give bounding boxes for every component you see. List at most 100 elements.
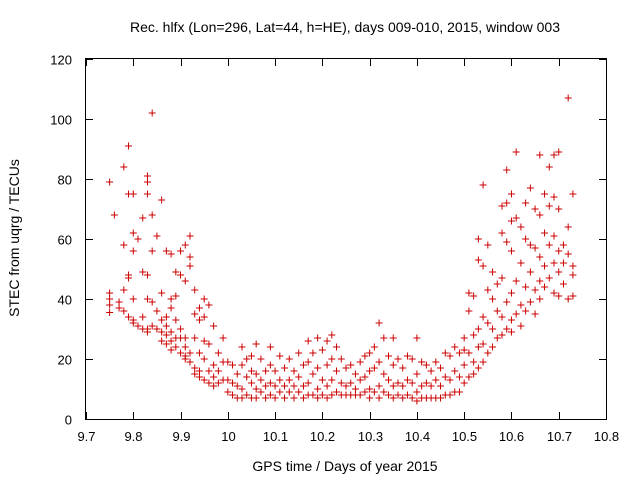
data-point [479,262,487,270]
data-point [394,379,402,387]
data-point [498,331,506,339]
data-point [526,184,534,192]
data-point [143,190,151,198]
data-point [536,211,544,219]
data-point [262,382,270,390]
data-point [526,298,534,306]
data-point [266,379,274,387]
data-point [337,379,345,387]
data-point [271,367,279,375]
data-point [181,355,189,363]
data-point [210,361,218,369]
data-point [252,340,260,348]
data-point [536,151,544,159]
data-point [569,190,577,198]
data-point [455,349,463,357]
data-point [489,343,497,351]
data-point [531,286,539,294]
y-tick-label: 60 [58,233,72,248]
data-point [299,382,307,390]
data-point [470,292,478,300]
data-point [479,313,487,321]
data-point [186,358,194,366]
data-point [408,355,416,363]
data-point [503,199,511,207]
data-point [484,349,492,357]
data-point [266,391,274,399]
data-point [125,313,133,321]
data-point [125,274,133,282]
data-point [304,358,312,366]
data-point [200,295,208,303]
data-point [238,343,246,351]
data-point [446,352,454,360]
data-point [413,370,421,378]
data-point [252,394,260,402]
data-point [143,295,151,303]
chart-title: Rec. hlfx (Lon=296, Lat=44, h=HE), days … [130,19,560,35]
data-point [238,361,246,369]
data-point [158,196,166,204]
data-point [484,319,492,327]
data-point [129,247,137,255]
data-point [219,334,227,342]
data-point [564,223,572,231]
data-point [309,349,317,357]
data-point [531,205,539,213]
data-point [229,379,237,387]
x-tick-label: 9.8 [124,429,142,444]
x-tick-label: 10.6 [499,429,524,444]
data-point [153,307,161,315]
data-point [555,292,563,300]
data-point [162,313,170,321]
data-point [299,394,307,402]
data-point [285,376,293,384]
data-point [351,385,359,393]
data-point [181,334,189,342]
data-point [229,361,237,369]
data-point [446,376,454,384]
data-point [333,343,341,351]
data-point [564,250,572,258]
data-point [177,349,185,357]
data-point [148,109,156,117]
data-point [474,364,482,372]
data-point [479,181,487,189]
data-point [281,394,289,402]
data-point [474,343,482,351]
data-point [356,376,364,384]
data-point [366,367,374,375]
data-point [214,379,222,387]
data-point [162,247,170,255]
data-point [318,346,326,354]
data-point [195,304,203,312]
data-point [167,337,175,345]
axis-tick-labels: 9.7 9.8 9.9 10 10.1 10.2 10.3 10.4 10.5 10.6 10.7 1… [50,53,619,445]
data-point [158,316,166,324]
data-point [120,307,128,315]
data-point [139,313,147,321]
y-tick-label: 40 [58,293,72,308]
data-point [498,313,506,321]
data-point [167,328,175,336]
data-point [328,355,336,363]
data-point [205,379,213,387]
data-point [413,334,421,342]
data-point [550,259,558,267]
data-point [229,391,237,399]
data-point [394,355,402,363]
data-point [507,190,515,198]
data-point [541,190,549,198]
data-point [134,235,142,243]
data-point [205,340,213,348]
data-point [370,364,378,372]
data-point [507,316,515,324]
data-point [498,229,506,237]
data-point [545,163,553,171]
data-point [115,298,123,306]
data-point [455,388,463,396]
data-point [276,376,284,384]
x-tick-label: 10.3 [358,429,383,444]
data-point [479,358,487,366]
data-point [541,229,549,237]
